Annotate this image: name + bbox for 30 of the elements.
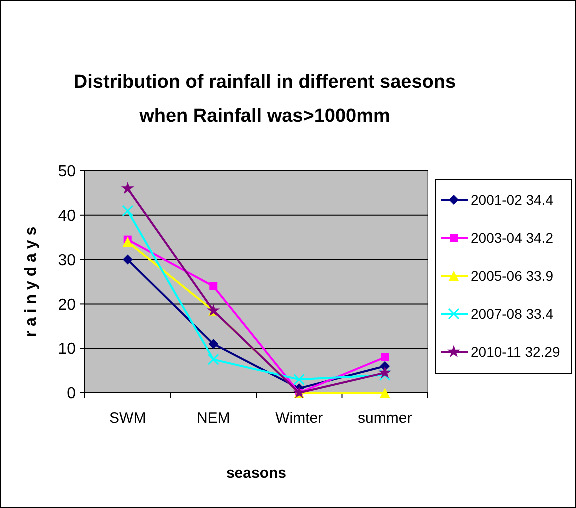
legend-label: 2003-04 34.2 [471,230,554,246]
y-tick-label: 20 [58,296,76,314]
chart-title: Distribution of rainfall in different saesons when Rainfall was>1000mm [74,72,456,127]
point [210,282,218,290]
point [122,183,134,194]
x-axis-title: seasons [226,465,287,482]
y-tick-label: 10 [58,341,76,358]
y-tick-label: 0 [67,386,76,403]
y-axis-title: r a i n y d a y s [23,226,40,338]
legend-label: 2007-08 33.4 [471,306,554,322]
y-tick-label: 50 [58,164,76,181]
legend-label: 2001-02 34.4 [471,192,554,208]
point [379,369,391,381]
point [294,374,306,386]
point [380,388,390,398]
point [122,237,133,248]
point [122,205,134,217]
x-tick-label: NEM [196,410,230,427]
point [208,354,220,366]
x-tick-label: summer [358,410,412,427]
y-tick-label: 30 [58,252,76,270]
point [208,339,219,350]
x-tick-label: Wimter [276,410,324,427]
legend-label: 2010-11 32.29 [471,344,560,360]
point [122,254,133,265]
legend-label: 2005-06 33.9 [471,268,554,284]
x-tick-label: SWM [110,410,146,427]
point [380,367,391,378]
point [381,353,390,362]
y-tick-label: 40 [58,208,76,225]
